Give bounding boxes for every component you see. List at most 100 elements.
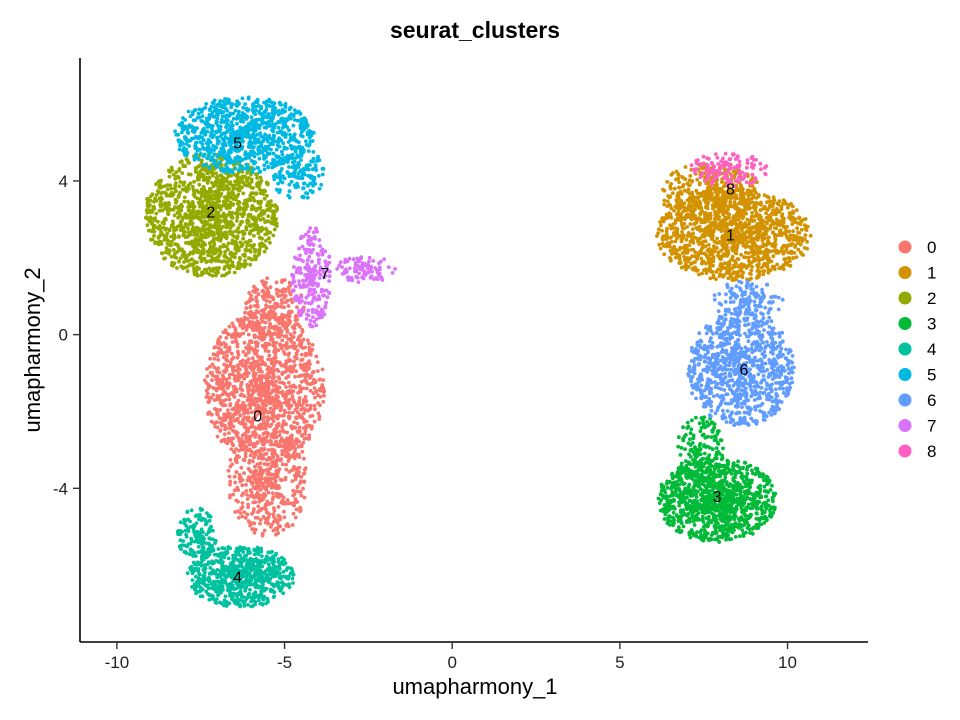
- data-point: [236, 350, 240, 355]
- data-point: [247, 388, 252, 392]
- data-point: [265, 182, 270, 187]
- data-point: [228, 231, 233, 236]
- data-point: [215, 434, 220, 439]
- data-point: [248, 447, 252, 452]
- data-point: [725, 245, 729, 250]
- data-point: [222, 216, 227, 220]
- data-point: [266, 231, 271, 235]
- data-point: [230, 321, 235, 326]
- data-point: [736, 274, 741, 278]
- data-point: [246, 502, 251, 507]
- data-point: [727, 268, 732, 273]
- data-point: [266, 357, 271, 362]
- data-point: [787, 229, 792, 234]
- data-point: [756, 202, 761, 206]
- data-point: [685, 234, 690, 239]
- data-point: [280, 280, 284, 284]
- data-point: [252, 455, 256, 460]
- data-point: [301, 401, 306, 405]
- data-point: [736, 270, 740, 275]
- data-point: [224, 357, 229, 362]
- data-point: [734, 251, 739, 256]
- data-point: [281, 343, 286, 348]
- data-point: [248, 523, 253, 528]
- data-point: [222, 341, 226, 345]
- data-point: [690, 179, 694, 184]
- data-point: [276, 513, 281, 518]
- data-point: [271, 482, 276, 487]
- data-point: [295, 348, 300, 353]
- data-point: [727, 263, 731, 268]
- data-point: [169, 243, 174, 248]
- data-point: [251, 459, 255, 464]
- data-point: [741, 232, 745, 236]
- data-point: [158, 180, 162, 185]
- data-point: [180, 228, 185, 233]
- data-point: [234, 387, 238, 392]
- data-point: [697, 272, 701, 277]
- data-point: [726, 276, 731, 281]
- data-point: [722, 266, 727, 270]
- data-point: [668, 223, 672, 228]
- data-point: [280, 301, 284, 305]
- data-point: [775, 249, 780, 254]
- data-point: [802, 223, 807, 228]
- data-point: [245, 383, 250, 388]
- data-point: [281, 419, 286, 424]
- data-point: [271, 388, 275, 392]
- data-point: [774, 226, 778, 231]
- data-point: [320, 383, 325, 387]
- data-point: [235, 355, 240, 360]
- data-point: [159, 230, 164, 234]
- data-point: [218, 206, 223, 211]
- data-point: [256, 504, 261, 509]
- data-point: [170, 193, 175, 198]
- data-point: [279, 457, 283, 462]
- data-point: [779, 207, 784, 212]
- data-point: [273, 475, 278, 480]
- data-point: [283, 475, 288, 480]
- data-point: [788, 211, 793, 216]
- data-point: [222, 273, 227, 278]
- data-point: [149, 194, 153, 199]
- data-point: [237, 320, 242, 325]
- data-point: [682, 221, 687, 226]
- data-point: [274, 360, 278, 365]
- data-point: [763, 228, 768, 233]
- data-point: [254, 172, 258, 177]
- data-point: [182, 195, 187, 200]
- data-point: [206, 253, 211, 258]
- data-point: [677, 247, 682, 252]
- data-point: [752, 218, 757, 223]
- data-point: [798, 242, 803, 247]
- data-point: [240, 483, 245, 488]
- data-point: [248, 520, 252, 525]
- data-point: [149, 237, 153, 242]
- data-point: [310, 413, 315, 418]
- data-point: [257, 434, 262, 439]
- data-point: [221, 403, 225, 408]
- data-point: [287, 405, 291, 410]
- data-point: [211, 392, 216, 397]
- data-point: [756, 273, 760, 278]
- data-point: [788, 233, 793, 238]
- data-point: [251, 500, 256, 505]
- data-point: [662, 198, 667, 203]
- data-point: [271, 514, 276, 519]
- data-point: [749, 276, 753, 281]
- data-point: [258, 201, 263, 206]
- data-point: [174, 175, 179, 179]
- data-point: [685, 225, 690, 229]
- data-point: [282, 392, 287, 397]
- data-point: [237, 448, 242, 453]
- data-point: [218, 386, 223, 390]
- data-point: [164, 217, 168, 222]
- data-point: [207, 384, 212, 389]
- data-point: [213, 267, 218, 271]
- data-point: [320, 367, 325, 372]
- data-point: [197, 182, 202, 187]
- data-point: [250, 393, 255, 397]
- data-point: [275, 468, 280, 473]
- data-point: [746, 188, 750, 193]
- data-point: [216, 184, 221, 189]
